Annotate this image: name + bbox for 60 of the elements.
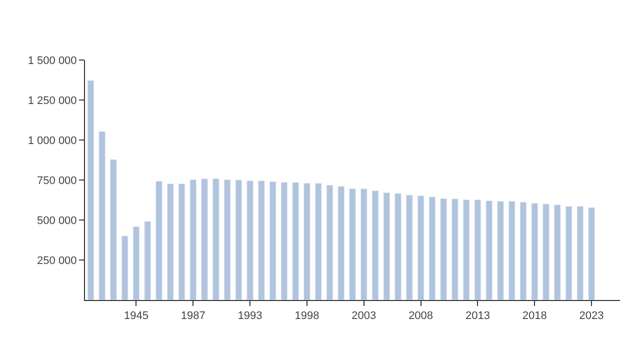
bar [520,202,527,300]
bar [452,198,458,300]
bar [304,182,310,300]
bar [269,181,276,300]
x-tick-label: 2018 [522,310,547,322]
bar [428,196,436,300]
x-tick-label: 2003 [352,310,376,322]
bar [121,236,128,300]
bar [360,188,368,300]
y-tick-label: 500 000 [37,214,77,227]
y-tick-label: 750 000 [37,174,77,187]
bar [258,180,265,300]
bar [224,179,231,300]
bar [383,192,390,300]
bar [406,194,413,300]
bar [338,186,344,300]
bar [178,184,186,300]
y-tick-label: 250 000 [37,254,77,267]
bar [554,204,561,300]
bar [87,80,94,300]
bar [156,180,162,300]
x-tick-label: 1987 [180,310,206,322]
bar [565,206,572,300]
bar [280,182,288,300]
x-tick-label: 2023 [579,310,604,322]
bar [349,188,356,300]
x-tick-label: 2013 [465,310,490,322]
bar [486,200,492,300]
bar [235,180,242,300]
bar [462,199,470,300]
bar [98,131,106,300]
bar [576,206,584,300]
bar [531,202,538,300]
x-tick-label: 2008 [408,310,434,322]
bar [372,190,379,300]
bar [588,207,595,300]
y-tick-label: 1 250 000 [28,94,77,107]
bar [417,195,424,300]
bar [132,226,140,300]
bar [314,182,322,300]
y-tick-label: 1 500 000 [28,54,77,67]
y-tick-label: 1 000 000 [28,134,77,147]
bar [508,201,516,300]
x-tick-label: 1945 [124,310,148,322]
bar [110,159,117,300]
bar [190,179,197,300]
bar [246,180,254,300]
bar [394,193,402,300]
bar [474,199,482,300]
bar [440,198,447,300]
bar [212,178,220,300]
x-tick-label: 1998 [294,310,320,322]
bar [166,184,174,300]
bar [542,204,550,300]
bar [497,201,504,300]
bar [326,184,334,300]
bar [144,221,151,300]
bar [201,178,208,300]
x-tick-label: 1993 [238,310,262,322]
bar [292,182,299,300]
